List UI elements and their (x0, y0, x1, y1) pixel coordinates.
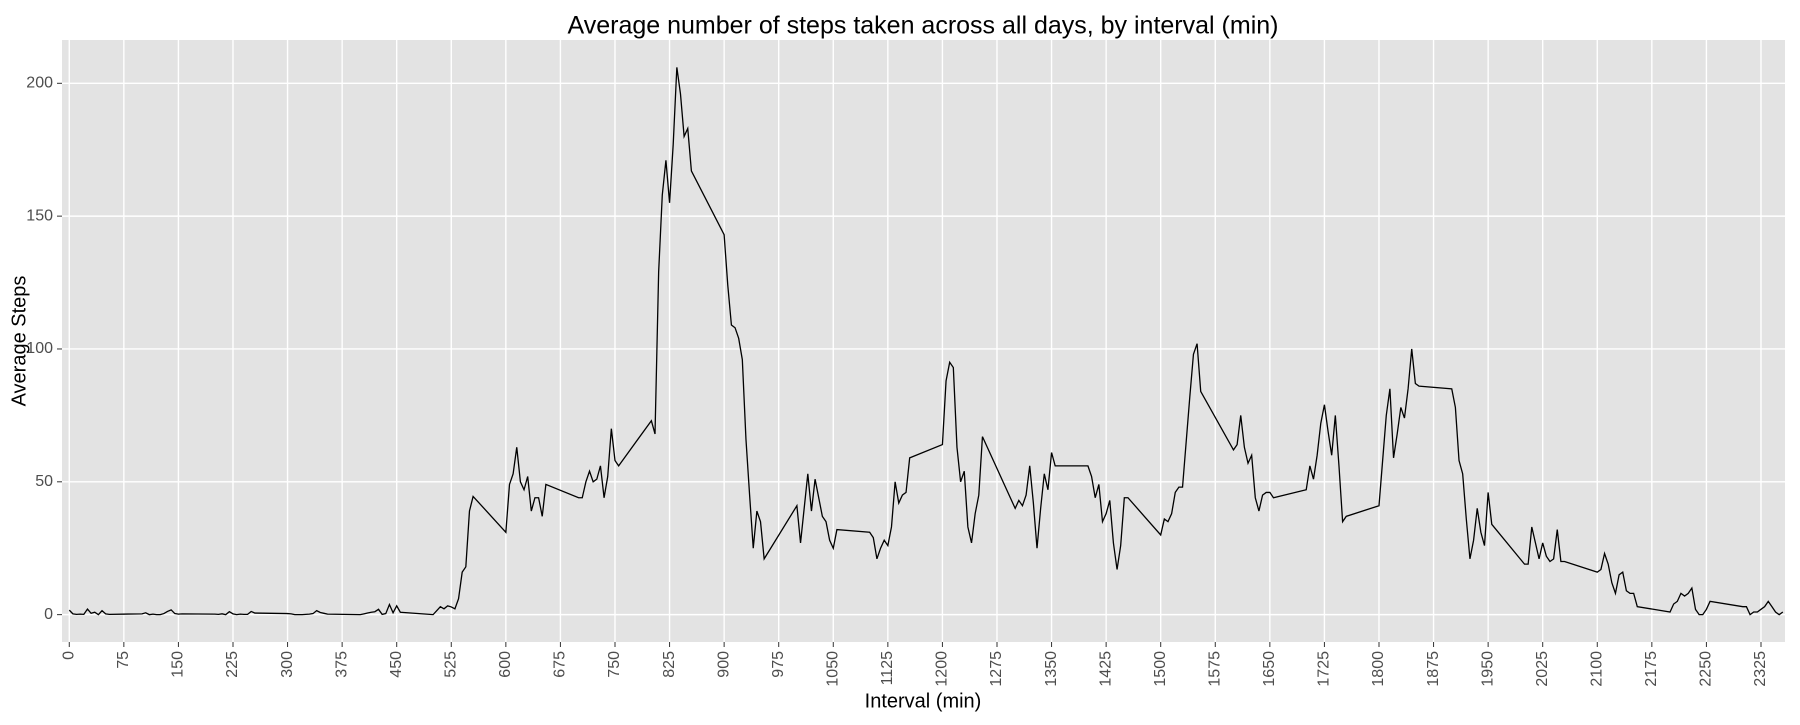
x-tick-label: 975 (770, 651, 787, 678)
x-tick-label: 1125 (879, 651, 896, 686)
y-axis-title: Average Steps (8, 276, 30, 407)
x-tick-label: 675 (552, 651, 569, 678)
x-tick-label: 1200 (934, 651, 951, 687)
x-tick-label: 2100 (1588, 651, 1605, 687)
x-tick-label: 450 (388, 651, 405, 678)
x-tick-label: 1575 (1206, 651, 1223, 687)
chart-title: Average number of steps taken across all… (568, 12, 1279, 40)
y-tick-label: 100 (26, 340, 53, 357)
x-tick-label: 2325 (1752, 651, 1769, 687)
x-tick-label: 300 (279, 651, 296, 678)
x-tick-label: 600 (497, 651, 514, 678)
x-tick-label: 150 (170, 651, 187, 678)
x-tick-label: 225 (224, 651, 241, 678)
data-line (68, 67, 1784, 616)
x-tick-label: 1275 (988, 651, 1005, 687)
x-tick-label: 1650 (1261, 651, 1278, 687)
y-tick-label: 0 (44, 606, 53, 623)
x-tick-label: 0 (60, 651, 77, 660)
x-tick-label: 375 (333, 651, 350, 678)
x-tick-label: 1800 (1370, 651, 1387, 687)
x-tick-label: 1050 (824, 651, 841, 687)
x-axis-title: Interval (min) (865, 690, 982, 712)
x-tick-label: 2250 (1698, 651, 1715, 687)
x-tick-label: 1950 (1479, 651, 1496, 687)
x-tick-label: 2025 (1534, 651, 1551, 687)
x-tick-label: 825 (661, 651, 678, 678)
x-tick-label: 1350 (1043, 651, 1060, 687)
x-tick-label: 900 (715, 651, 732, 678)
y-tick-label: 50 (35, 473, 53, 490)
x-tick-label: 1425 (1097, 651, 1114, 687)
x-tick-label: 1500 (1152, 651, 1169, 687)
x-tick-label: 750 (606, 651, 623, 678)
y-tick-label: 150 (26, 207, 53, 224)
x-tick-label: 1725 (1316, 651, 1333, 687)
y-tick-label: 200 (26, 75, 53, 92)
x-tick-label: 525 (442, 651, 459, 678)
plot-panel (62, 40, 1785, 642)
x-tick-label: 75 (115, 651, 132, 669)
x-tick-label: 2175 (1643, 651, 1660, 687)
x-tick-label: 1875 (1425, 651, 1442, 687)
